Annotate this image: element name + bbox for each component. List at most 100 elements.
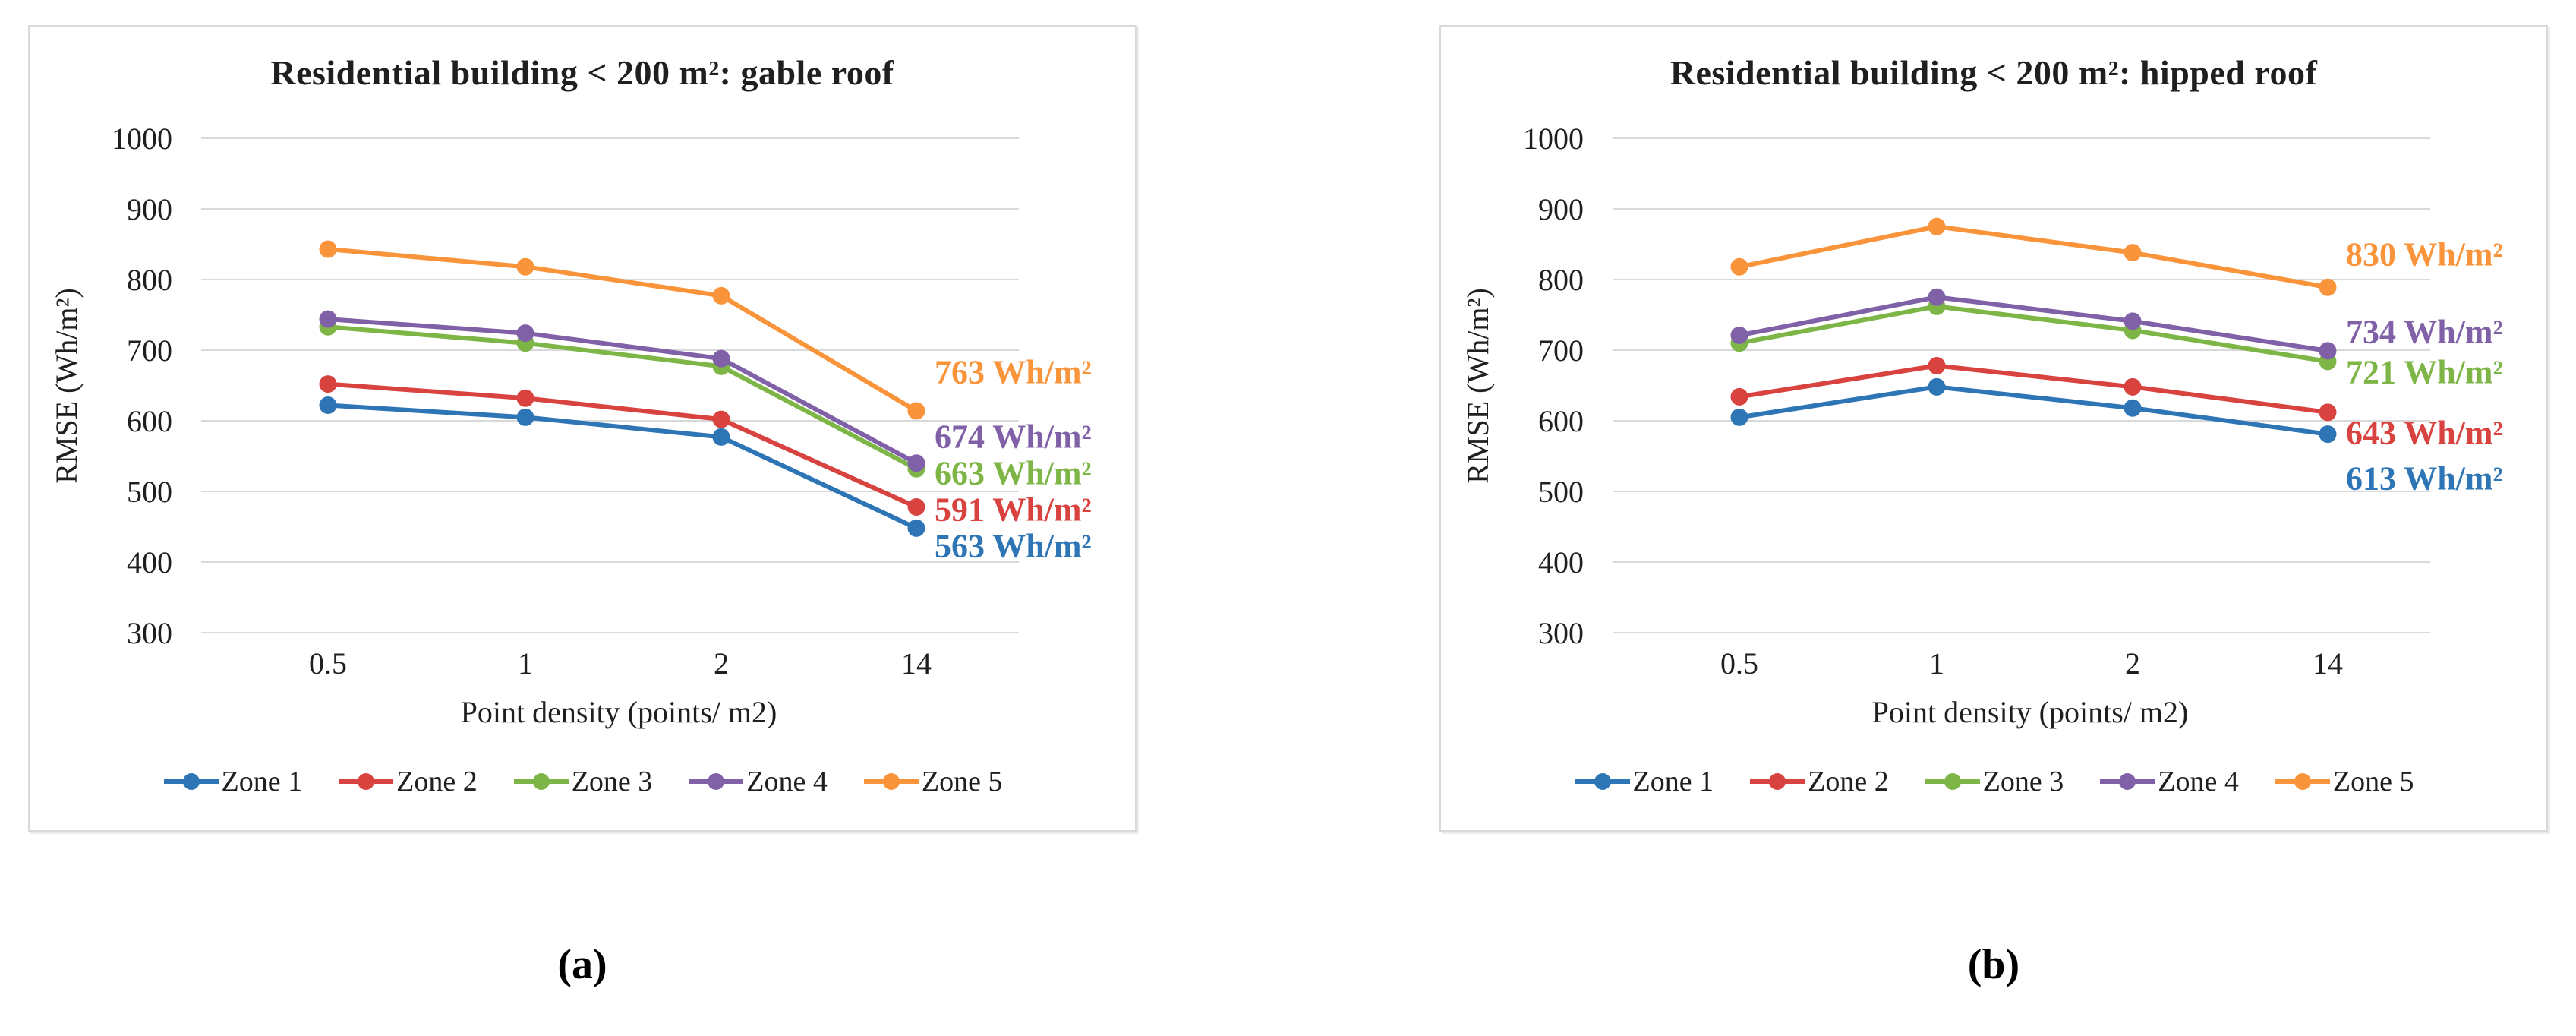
y-tick-label: 900 [1538, 192, 1584, 226]
legend-item-zone-2: Zone 2 [337, 765, 478, 798]
y-axis-label: RMSE (Wh/m²) [1461, 288, 1495, 484]
chart-panel-gable-roof: 1000 900 800 700 600 500 400 300 0.5 1 2 14 563 Wh/m… [28, 25, 1137, 832]
legend-label: Zone 5 [921, 766, 1003, 798]
y-tick-label: 300 [1538, 616, 1584, 650]
series-annotation: 563 Wh/m² [935, 528, 1092, 565]
legend-item-zone-1: Zone 1 [162, 765, 303, 798]
data-point [1730, 326, 1748, 344]
legend-item-zone-3: Zone 3 [1924, 765, 2064, 798]
legend-label: Zone 1 [1632, 766, 1714, 798]
y-tick-label: 300 [127, 616, 172, 650]
data-point [1928, 217, 1946, 235]
series-line-zone-3 [1737, 304, 2330, 364]
legend-line-marker-icon [2275, 773, 2330, 790]
y-tick-label: 500 [1538, 475, 1584, 509]
series-line-zone-1 [326, 403, 919, 531]
data-point [2124, 399, 2142, 417]
x-tick-label: 2 [2125, 646, 2140, 681]
data-point [907, 454, 925, 472]
y-tick-label: 600 [1538, 404, 1584, 438]
data-point [319, 240, 337, 258]
series-annotation: 830 Wh/m² [2346, 236, 2503, 273]
data-point [712, 349, 730, 368]
series-line-zone-2 [1737, 363, 2330, 415]
x-tick-label: 14 [2313, 646, 2343, 681]
data-point [516, 408, 534, 426]
legend: Zone 1 Zone 2 Zone 3 Zone 4 Zone 5 [30, 765, 1135, 798]
legend-item-zone-1: Zone 1 [1574, 765, 1714, 798]
y-tick-label: 700 [127, 333, 172, 368]
legend-item-zone-2: Zone 2 [1748, 765, 1889, 798]
legend-label: Zone 2 [1808, 766, 1889, 798]
legend-marker-icon [2119, 773, 2136, 790]
legend-marker-icon [1944, 773, 1961, 790]
data-point [319, 310, 337, 328]
y-tick-label: 700 [1538, 333, 1584, 368]
series-line-zone-4 [326, 317, 919, 466]
legend-label: Zone 3 [571, 766, 653, 798]
y-tick-label: 900 [127, 192, 172, 226]
legend-label: Zone 4 [746, 766, 828, 798]
chart-title: Residential building < 200 m²: hipped ro… [1670, 53, 2318, 92]
legend-item-zone-4: Zone 4 [687, 765, 828, 798]
x-tick-label: 2 [714, 646, 729, 681]
data-point [2319, 278, 2337, 296]
series-annotation: 643 Wh/m² [2346, 415, 2503, 452]
data-point [712, 428, 730, 446]
x-tick-label: 0.5 [309, 646, 347, 681]
data-point [1730, 387, 1748, 406]
caption-b: (b) [1967, 941, 2020, 988]
data-point [907, 519, 925, 537]
legend: Zone 1 Zone 2 Zone 3 Zone 4 Zone 5 [1441, 765, 2546, 798]
legend-line-marker-icon [2100, 773, 2155, 790]
data-point [907, 497, 925, 516]
legend-label: Zone 3 [1982, 766, 2064, 798]
data-point [1928, 356, 1946, 374]
caption-a: (a) [557, 941, 607, 988]
chart-panels-row: 1000 900 800 700 600 500 400 300 0.5 1 2 14 563 Wh/m… [28, 25, 2548, 832]
series-line-zone-1 [1737, 384, 2330, 437]
y-axis-label: RMSE (Wh/m²) [49, 288, 84, 484]
data-point [516, 257, 534, 276]
plot-area: 1000 900 800 700 600 500 400 300 0.5 1 2 14 563 Wh/m… [112, 122, 1092, 681]
line-chart-hipped-roof: 1000 900 800 700 600 500 400 300 0.5 1 2 14 613 Wh/m… [1461, 122, 2503, 729]
series-annotation: 734 Wh/m² [2346, 314, 2503, 351]
y-tick-label: 500 [127, 475, 172, 509]
legend-marker-icon [532, 773, 550, 790]
legend-label: Zone 2 [396, 766, 478, 798]
y-tick-label: 600 [127, 404, 172, 438]
series-annotation: 721 Wh/m² [2346, 354, 2503, 391]
series-annotation: 674 Wh/m² [935, 419, 1092, 456]
series-line-zone-4 [1737, 295, 2330, 353]
y-tick-label: 400 [1538, 545, 1584, 580]
y-tick-label: 800 [1538, 263, 1584, 297]
data-point [516, 389, 534, 407]
x-tick-label: 14 [901, 646, 932, 681]
chart-title: Residential building < 200 m²: gable roo… [270, 53, 894, 92]
data-point [319, 396, 337, 415]
x-tick-label: 1 [518, 646, 533, 681]
legend-item-zone-5: Zone 5 [2274, 765, 2414, 798]
legend-line-marker-icon [339, 773, 394, 790]
captions-row: (a) (b) [28, 940, 2548, 989]
data-point [712, 286, 730, 305]
legend-line-marker-icon [1575, 773, 1630, 790]
legend-label: Zone 4 [2158, 766, 2239, 798]
legend-line-marker-icon [513, 773, 569, 790]
legend-label: Zone 1 [221, 766, 303, 798]
data-point [1730, 408, 1748, 426]
legend-item-zone-5: Zone 5 [862, 765, 1003, 798]
legend-line-marker-icon [1925, 773, 1980, 790]
series-annotation: 613 Wh/m² [2346, 460, 2503, 497]
data-point [1730, 257, 1748, 276]
data-point [2319, 425, 2337, 444]
series-annotation: 763 Wh/m² [935, 354, 1092, 391]
data-point [319, 375, 337, 393]
legend-marker-icon [708, 773, 725, 790]
plot-area: 1000 900 800 700 600 500 400 300 0.5 1 2 14 613 Wh/m… [1523, 122, 2503, 681]
x-tick-label: 1 [1929, 646, 1944, 681]
line-chart-gable-roof: 1000 900 800 700 600 500 400 300 0.5 1 2 14 563 Wh/m… [49, 122, 1092, 729]
x-tick-label: 0.5 [1720, 646, 1758, 681]
legend-marker-icon [882, 773, 900, 790]
legend-marker-icon [182, 773, 200, 790]
